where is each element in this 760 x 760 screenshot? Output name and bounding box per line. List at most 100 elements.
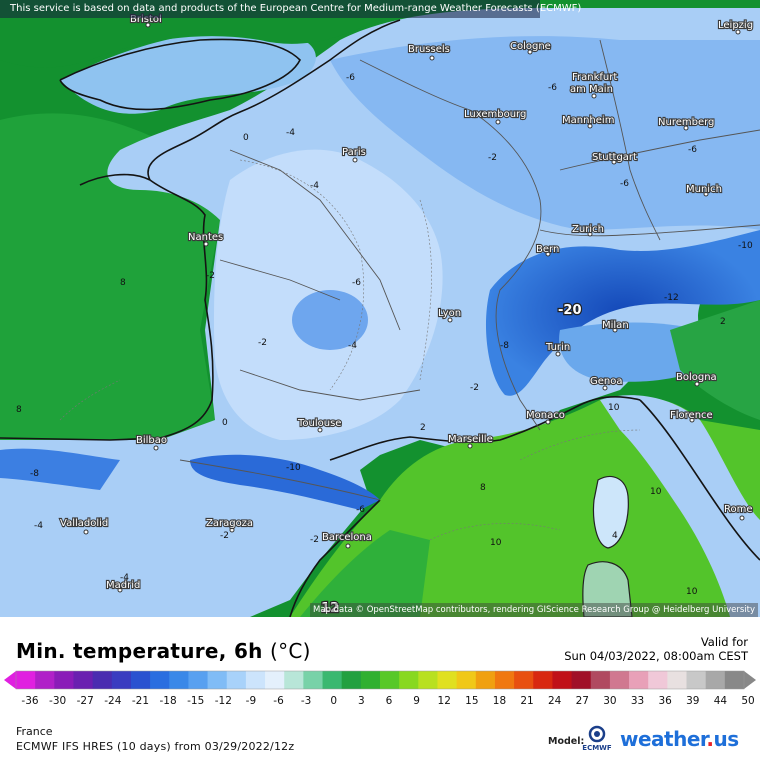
city-rome: Rome [723,503,754,521]
scale-swatch [169,671,189,689]
svg-text:am Main: am Main [570,84,613,95]
svg-text:Barcelona: Barcelona [322,532,372,543]
scale-tick-label: 12 [437,695,451,707]
scale-swatch [456,671,477,689]
scale-swatch [686,671,707,689]
iso-label: -10 [738,241,753,251]
color-scale-ticks: -36 -30 -27 -24 -21 -18 -15 -12 -9 -6 -3 0 3 6 9 12 15 18… [0,695,760,709]
iso-label: -10 [286,463,301,473]
adriatic-field [670,300,760,420]
scale-swatch [629,671,649,689]
iso-label: -2 [470,383,479,393]
svg-text:Bilbao: Bilbao [136,435,167,446]
svg-text:Paris: Paris [342,147,366,158]
scale-tick-label: 50 [741,695,755,707]
svg-text:Lyon: Lyon [438,308,461,319]
scale-swatch [475,671,496,689]
scale-tick-label: 30 [603,695,617,707]
scale-tick-label: 9 [413,695,420,707]
iso-label: 8 [16,405,22,415]
scale-swatch [322,671,343,689]
scale-tick-label: -9 [245,695,257,707]
channel-field [0,18,380,68]
svg-text:Zaragoza: Zaragoza [206,518,253,529]
scale-swatch [341,671,362,689]
iso-label: -6 [356,505,365,515]
corsica-island [592,475,629,549]
scale-tick-label: -6 [273,695,284,707]
city-florence: Florence [669,409,714,423]
svg-text:Turin: Turin [545,342,570,353]
iso-label: 10 [686,587,698,597]
svg-text:Zurich: Zurich [572,224,604,235]
svg-text:Cologne: Cologne [510,41,551,52]
coastlines [0,19,760,617]
svg-text:Marseille: Marseille [448,434,493,445]
iso-label: -6 [548,83,557,93]
scale-swatch [207,671,228,689]
svg-text:Bologna: Bologna [676,372,717,383]
uk-field [60,30,316,114]
temperature-map[interactable]: -6 -4 0 -4 -6 -2 -4 -2 8 8 0 -2 -6 -6 -6… [0,0,760,617]
city-lyon: Lyon [437,307,462,323]
coastal-band [0,113,220,440]
iso-label: -4 [34,521,43,531]
scale-tick-label: 44 [713,695,728,707]
region-name: France [16,725,53,738]
color-scale-bar [4,670,756,690]
iso-label: -4 [310,181,319,191]
city-brussels: Brussels [407,43,451,61]
iso-label: 10 [650,487,662,497]
scale-tick-label: 18 [492,695,507,707]
map-panel[interactable]: -6 -4 0 -4 -6 -2 -4 -2 8 8 0 -2 -6 -6 -6… [0,0,760,617]
city-bilbao: Bilbao [135,434,168,451]
balearic-field [300,530,430,617]
scale-swatch [35,671,55,689]
scale-swatch [245,671,266,689]
iso-label: -2 [206,271,215,281]
iso-label: 2 [720,317,726,327]
title-unit: (°C) [269,639,311,663]
city-munich: Munich [685,183,723,197]
svg-text:Luxembourg: Luxembourg [464,109,526,120]
scale-tick-label: 39 [686,695,700,707]
scale-swatch [150,671,170,689]
model-run-info: ECMWF IFS HRES (10 days) from 03/29/2022… [16,740,295,753]
scale-swatch [188,671,208,689]
scale-tick-label: 15 [465,695,479,707]
scale-swatch [360,671,381,689]
city-stuttgart: Stuttgart [591,151,638,165]
svg-text:Florence: Florence [670,410,713,421]
scale-swatch [533,671,553,689]
city-bologna: Bologna [675,371,718,387]
scale-tick-label: -30 [49,695,67,707]
valid-label: Valid for [700,635,748,649]
svg-text:Toulouse: Toulouse [297,418,341,429]
map-attribution[interactable]: Map data © OpenStreetMap contributors, r… [310,603,758,617]
scale-swatch [705,671,726,689]
svg-text:Milan: Milan [602,320,629,331]
city-madrid: Madrid [105,579,141,593]
svg-text:Bern: Bern [536,244,559,255]
iso-label: 8 [480,483,486,493]
iso-label: -6 [346,73,355,83]
scale-swatch [303,671,323,689]
iso-label: -12 [664,293,679,303]
city-turin: Turin [544,341,571,357]
scale-tick-label: 3 [358,695,365,707]
scale-tick-label: 24 [548,695,562,707]
city-mannheim: Mannheim [561,114,616,129]
iso-label: -6 [688,145,697,155]
iso-label: -2 [488,153,497,163]
ecmwf-disclaimer: This service is based on data and produc… [0,0,581,18]
iso-label: 0 [243,133,249,143]
iso-label: -6 [352,278,361,288]
svg-text:Madrid: Madrid [106,580,140,591]
weather-us-logo[interactable]: weather.us [620,727,739,751]
city-nantes: Nantes [187,231,224,247]
scale-swatch [265,671,285,689]
peak-value-label: -20 [558,303,582,318]
scale-tick-label: 21 [520,695,534,707]
scale-tick-label: 0 [330,695,338,707]
